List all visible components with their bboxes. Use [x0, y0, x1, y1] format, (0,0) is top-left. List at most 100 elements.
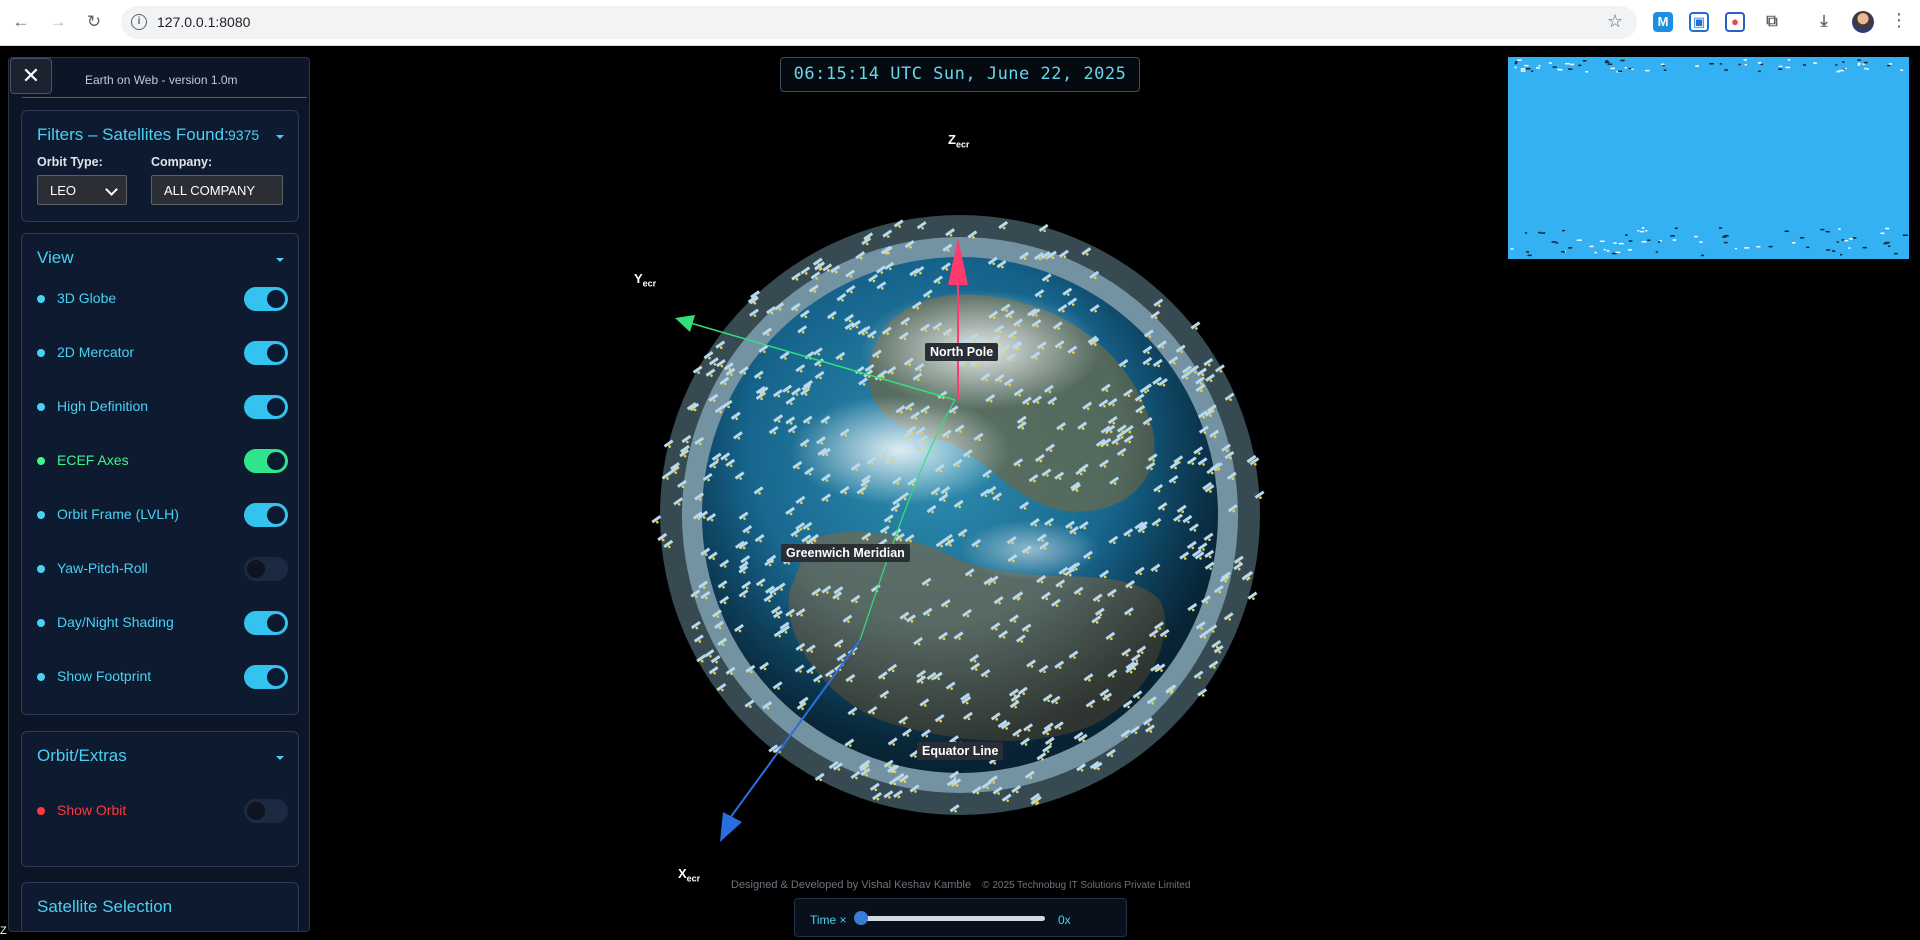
- satellite-icon[interactable]: [651, 515, 662, 524]
- satellite-icon[interactable]: [787, 424, 798, 434]
- satellite-icon[interactable]: [785, 506, 796, 516]
- satellite-icon[interactable]: [948, 405, 959, 414]
- satellite-icon[interactable]: [992, 786, 1003, 795]
- satellite-icon[interactable]: [1013, 458, 1024, 467]
- satellite-icon[interactable]: [921, 577, 932, 586]
- satellite-icon[interactable]: [795, 522, 806, 531]
- toggle-row-yaw-pitch-roll[interactable]: Yaw-Pitch-Roll: [37, 555, 288, 583]
- satellite-icon[interactable]: [903, 357, 914, 366]
- satellite-icon[interactable]: [909, 749, 920, 758]
- satellite-icon[interactable]: [1058, 566, 1069, 576]
- satellite-icon[interactable]: [942, 243, 953, 252]
- satellite-icon[interactable]: [1039, 541, 1050, 550]
- satellite-icon[interactable]: [1029, 518, 1040, 527]
- satellite-icon[interactable]: [1010, 693, 1021, 703]
- satellite-icon[interactable]: [694, 436, 705, 446]
- satellite-icon[interactable]: [1106, 748, 1116, 758]
- satellite-icon[interactable]: [700, 547, 711, 556]
- satellite-icon[interactable]: [1227, 504, 1238, 513]
- time-slider-thumb[interactable]: [854, 911, 868, 925]
- satellite-icon[interactable]: [850, 770, 861, 780]
- satellite-icon[interactable]: [707, 551, 718, 560]
- satellite-icon[interactable]: [833, 639, 844, 648]
- satellite-icon[interactable]: [1016, 421, 1027, 430]
- satellite-icon[interactable]: [973, 432, 984, 442]
- satellite-icon[interactable]: [990, 622, 1001, 631]
- satellite-icon[interactable]: [844, 321, 855, 331]
- satellite-icon[interactable]: [1123, 528, 1134, 537]
- satellite-icon[interactable]: [922, 607, 933, 617]
- satellite-icon[interactable]: [933, 275, 944, 284]
- satellite-icon[interactable]: [1085, 699, 1096, 708]
- satellite-icon[interactable]: [758, 344, 769, 354]
- satellite-icon[interactable]: [1013, 388, 1024, 397]
- satellite-icon[interactable]: [710, 655, 721, 664]
- satellite-icon[interactable]: [1111, 436, 1122, 445]
- satellite-icon[interactable]: [806, 665, 816, 674]
- satellite-icon[interactable]: [1007, 330, 1018, 339]
- satellite-icon[interactable]: [1116, 447, 1127, 457]
- satellite-icon[interactable]: [898, 331, 909, 341]
- satellite-icon[interactable]: [663, 439, 674, 448]
- satellite-icon[interactable]: [914, 363, 925, 372]
- satellite-icon[interactable]: [797, 325, 808, 334]
- satellite-icon[interactable]: [893, 219, 904, 228]
- satellite-icon[interactable]: [945, 681, 956, 690]
- satellite-icon[interactable]: [1169, 460, 1180, 470]
- satellite-icon[interactable]: [1044, 517, 1055, 526]
- satellite-icon[interactable]: [1203, 357, 1214, 367]
- satellite-icon[interactable]: [899, 491, 910, 501]
- satellite-icon[interactable]: [715, 340, 726, 349]
- toggle-switch-high-definition[interactable]: [244, 395, 288, 419]
- satellite-icon[interactable]: [1193, 670, 1204, 679]
- satellite-icon[interactable]: [912, 372, 923, 381]
- satellite-icon[interactable]: [1050, 695, 1061, 705]
- satellite-icon[interactable]: [1034, 453, 1045, 463]
- satellite-icon[interactable]: [1062, 287, 1073, 296]
- time-slider-track[interactable]: [860, 916, 1045, 921]
- satellite-icon[interactable]: [1147, 453, 1158, 462]
- satellite-icon[interactable]: [1030, 351, 1041, 360]
- satellite-icon[interactable]: [798, 696, 809, 706]
- satellite-icon[interactable]: [987, 256, 998, 266]
- satellite-icon[interactable]: [868, 273, 878, 283]
- satellite-icon[interactable]: [1195, 621, 1206, 630]
- satellite-icon[interactable]: [1044, 736, 1055, 746]
- satellite-icon[interactable]: [993, 596, 1004, 605]
- satellite-icon[interactable]: [1203, 532, 1214, 542]
- satellite-icon[interactable]: [785, 608, 796, 617]
- satellite-icon[interactable]: [996, 260, 1007, 269]
- satellite-icon[interactable]: [1254, 490, 1265, 499]
- profile-avatar[interactable]: [1852, 11, 1874, 33]
- satellite-icon[interactable]: [762, 327, 773, 336]
- satellite-icon[interactable]: [782, 384, 793, 393]
- satellite-icon[interactable]: [904, 240, 915, 249]
- satellite-icon[interactable]: [1000, 303, 1011, 312]
- satellite-icon[interactable]: [676, 479, 687, 489]
- satellite-icon[interactable]: [938, 493, 949, 502]
- satellite-icon[interactable]: [1006, 352, 1017, 362]
- satellite-icon[interactable]: [1132, 690, 1143, 699]
- satellite-icon[interactable]: [821, 585, 832, 594]
- satellite-icon[interactable]: [755, 391, 766, 401]
- satellite-icon[interactable]: [894, 532, 905, 542]
- satellite-icon[interactable]: [909, 268, 920, 277]
- satellite-icon[interactable]: [855, 251, 866, 260]
- satellite-icon[interactable]: [1155, 663, 1166, 672]
- satellite-icon[interactable]: [698, 510, 709, 519]
- satellite-icon[interactable]: [867, 705, 878, 715]
- satellite-icon[interactable]: [962, 711, 973, 721]
- satellite-icon[interactable]: [906, 614, 916, 623]
- satellite-icon[interactable]: [820, 415, 831, 424]
- satellite-icon[interactable]: [1045, 443, 1056, 452]
- satellite-icon[interactable]: [884, 261, 895, 271]
- satellite-icon[interactable]: [1001, 793, 1012, 802]
- satellite-icon[interactable]: [821, 493, 832, 502]
- satellite-icon[interactable]: [1150, 563, 1161, 572]
- satellite-icon[interactable]: [893, 789, 903, 799]
- satellite-icon[interactable]: [872, 792, 882, 801]
- toggle-switch-ecef-axes[interactable]: [244, 449, 288, 473]
- satellite-icon[interactable]: [1107, 415, 1118, 425]
- satellite-icon[interactable]: [785, 396, 796, 405]
- toggle-switch-yaw-pitch-roll[interactable]: [244, 557, 288, 581]
